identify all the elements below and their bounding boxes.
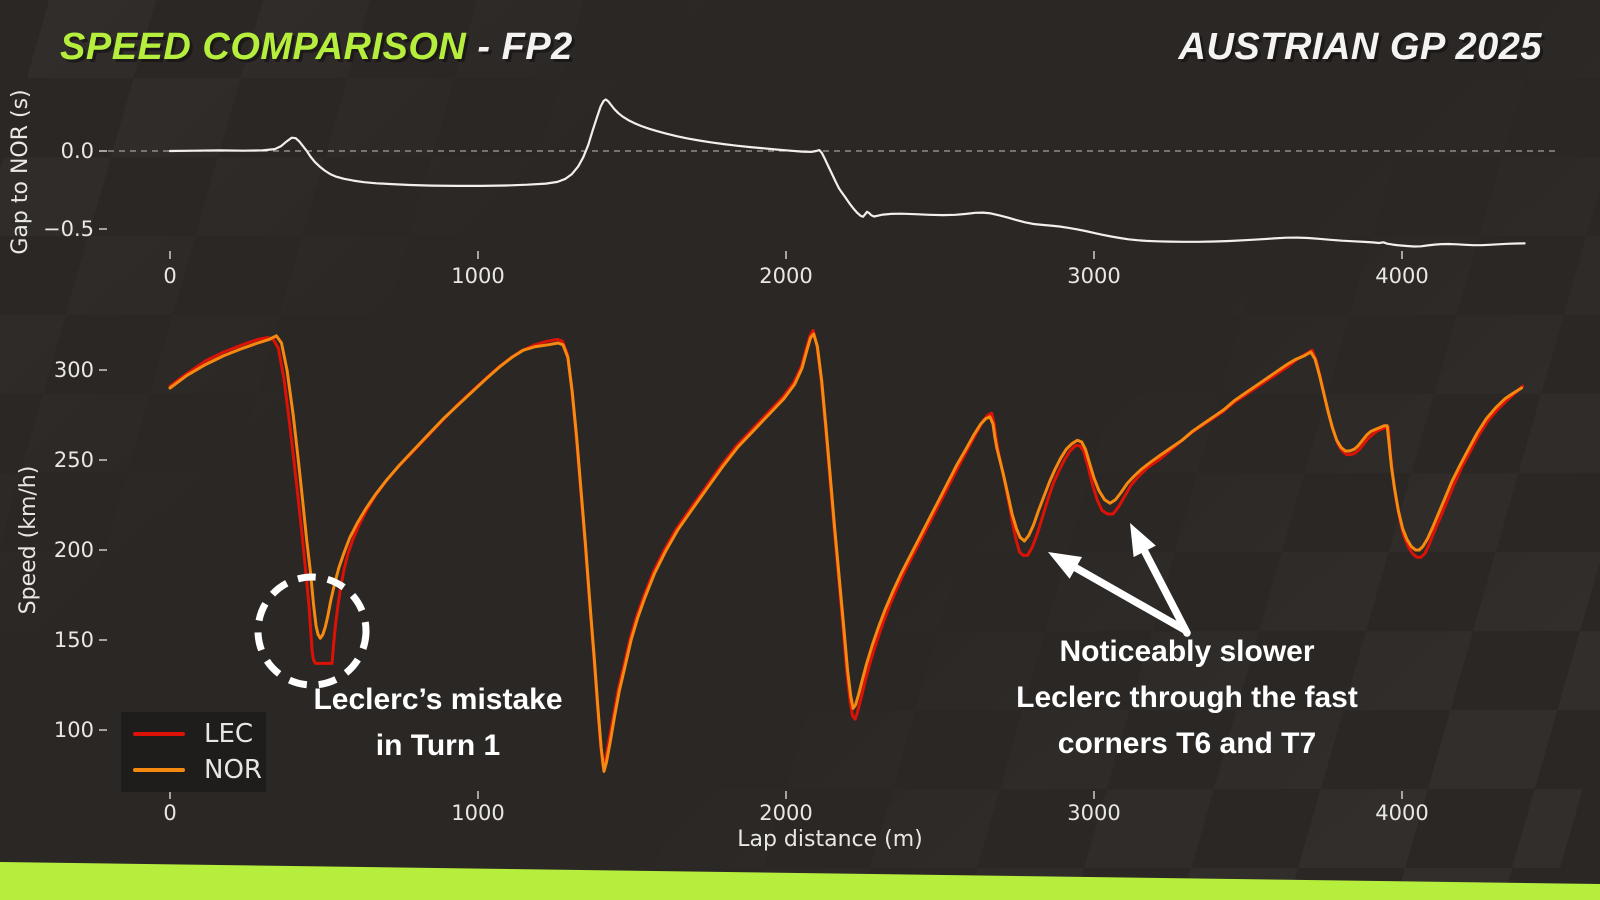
- gap-x-tick-label: 0: [163, 264, 176, 288]
- event-title: AUSTRIAN GP 2025: [1178, 26, 1542, 68]
- lec-line-swatch: [133, 732, 185, 737]
- speed-y-tick-label: 100: [54, 718, 94, 742]
- annotation-fast-corners: Noticeably slower Leclerc through the fa…: [937, 629, 1437, 767]
- legend-label-lec: LEC: [204, 719, 254, 750]
- legend-label-nor: NOR: [204, 754, 262, 785]
- annotation-arrow-head: [1130, 523, 1156, 558]
- gap-x-tick-label: 2000: [759, 264, 812, 288]
- gap-x-tick-label: 1000: [451, 264, 504, 288]
- speed-y-tick-label: 150: [54, 628, 94, 652]
- speed-x-tick-label: 4000: [1375, 801, 1428, 825]
- annotation-arrow-shaft: [1066, 561, 1189, 634]
- speed-chart-xlabel: Lap distance (m): [737, 827, 923, 852]
- annotation-arrow-head: [1048, 552, 1082, 579]
- speed-y-tick-label: 200: [54, 538, 94, 562]
- gap-y-tick-label: −0.5: [43, 217, 94, 241]
- legend-item-lec: LEC: [121, 721, 266, 747]
- gap-x-tick-label: 4000: [1375, 264, 1428, 288]
- legend-item-nor: NOR: [121, 757, 266, 783]
- annotation-fast-corners-line3: corners T6 and T7: [1057, 727, 1317, 760]
- page-title-main: SPEED COMPARISON: [60, 26, 467, 68]
- gap-line: [168, 98, 1526, 248]
- annotation-fast-corners-line1: Noticeably slower: [1059, 635, 1315, 668]
- turn1-dashed-circle: [254, 573, 370, 689]
- speed-x-tick-label: 0: [163, 801, 176, 825]
- speed-y-tick-label: 300: [54, 358, 94, 382]
- gap-y-tick-label: 0.0: [61, 139, 94, 163]
- speed-line-nor: [168, 332, 1523, 773]
- speed-chart-ylabel: Speed (km/h): [16, 465, 41, 615]
- page-title-suffix: - FP2: [466, 26, 573, 68]
- gap-x-tick-label: 3000: [1067, 264, 1120, 288]
- gap-chart-ylabel: Gap to NOR (s): [8, 89, 33, 255]
- annotation-turn1-line2: in Turn 1: [375, 729, 501, 762]
- annotation-turn1: Leclerc’s mistake in Turn 1: [238, 677, 638, 769]
- speed-x-tick-label: 3000: [1067, 801, 1120, 825]
- green-stripe: [0, 862, 1600, 900]
- speed-x-tick-label: 1000: [451, 801, 504, 825]
- speed-y-tick-label: 250: [54, 448, 94, 472]
- page-title: SPEED COMPARISON - FP2: [60, 26, 573, 69]
- annotation-turn1-line1: Leclerc’s mistake: [313, 683, 563, 716]
- annotation-arrow-shaft: [1138, 542, 1191, 637]
- annotation-fast-corners-line2: Leclerc through the fast: [1016, 681, 1358, 714]
- speed-x-tick-label: 2000: [759, 801, 812, 825]
- legend: LEC NOR: [121, 712, 266, 792]
- nor-line-swatch: [133, 767, 185, 772]
